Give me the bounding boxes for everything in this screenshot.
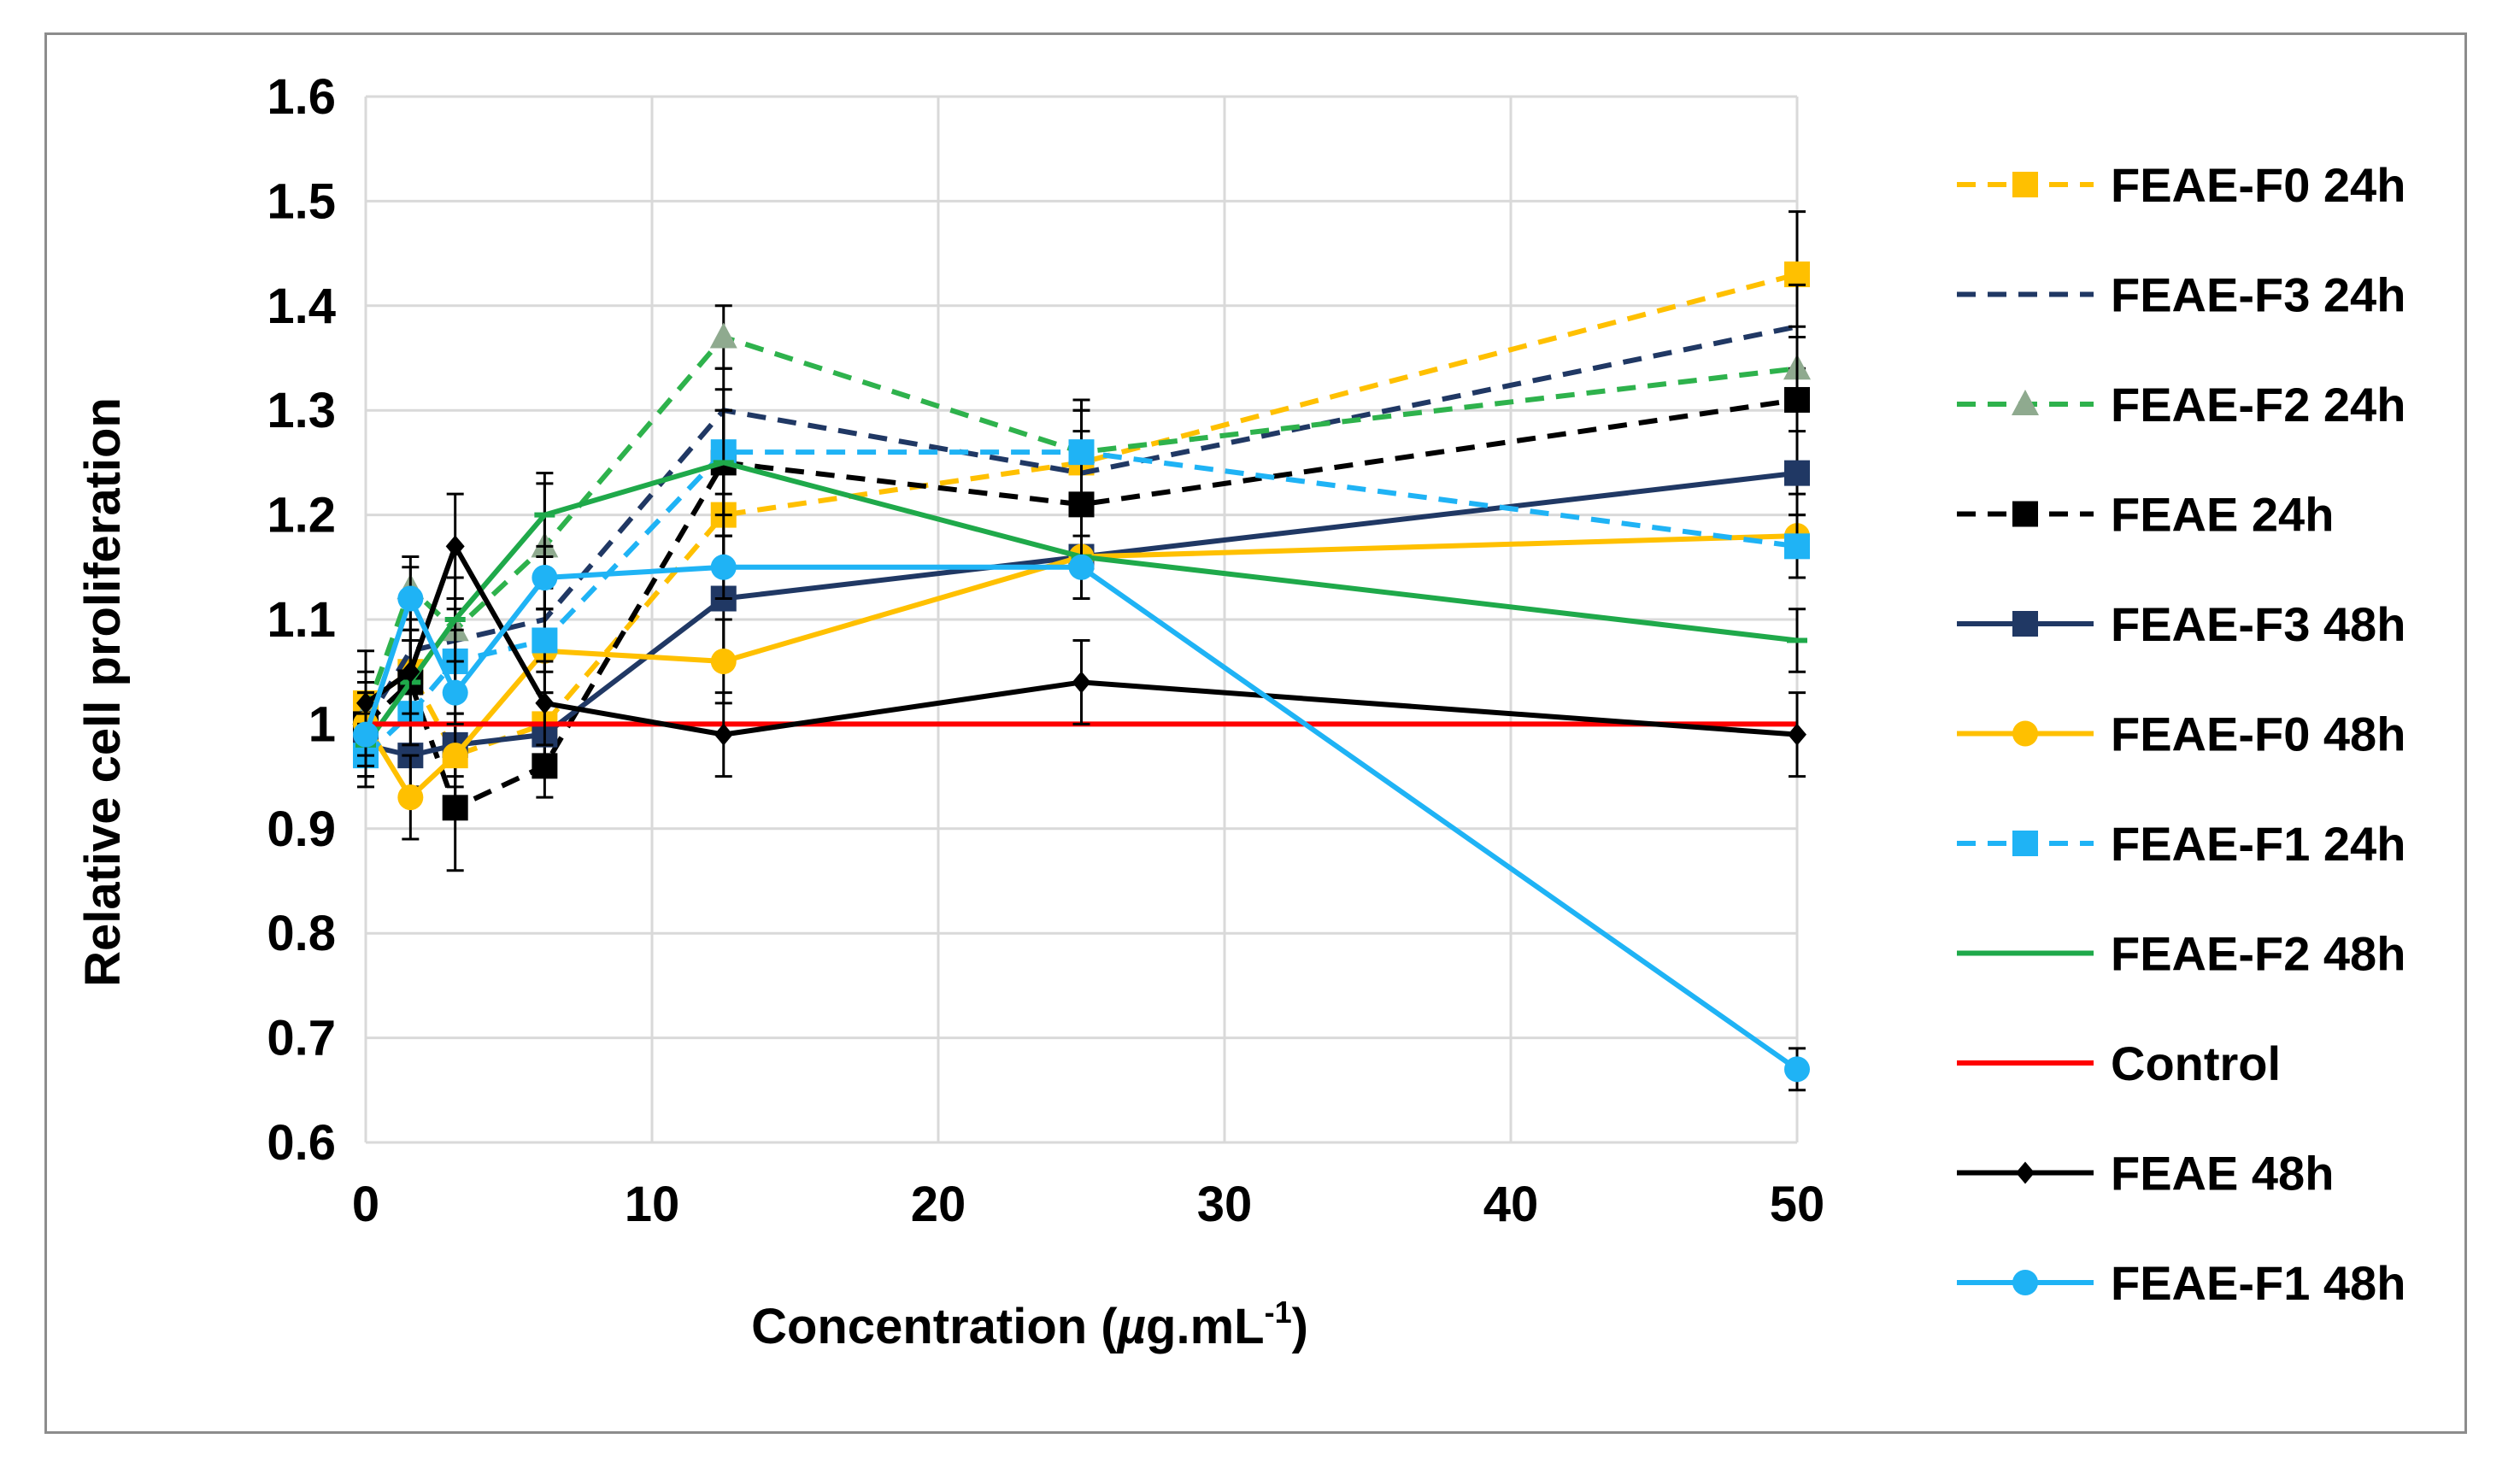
x-tick-label: 30 (1197, 1177, 1253, 1232)
legend-swatch-marker (2012, 390, 2039, 415)
data-point (714, 723, 733, 746)
legend-label: FEAE-F0 24h (2111, 158, 2405, 212)
legend-item: FEAE-F1 24h (1957, 817, 2405, 871)
legend-item: FEAE-F0 24h (1957, 158, 2405, 212)
data-point (1072, 671, 1091, 694)
data-point (1784, 533, 1810, 560)
legend-label: FEAE-F1 24h (2111, 817, 2405, 871)
x-tick-label: 50 (1770, 1177, 1825, 1232)
data-point (532, 565, 558, 591)
data-point (401, 661, 420, 684)
legend-swatch-marker (2012, 831, 2038, 856)
legend-swatch-marker (2015, 950, 2035, 956)
data-point (1787, 637, 1807, 643)
x-axis-label-unit: g.mL (1146, 1299, 1265, 1354)
data-point (397, 784, 424, 811)
data-point (397, 585, 424, 612)
x-tick-label: 10 (625, 1177, 680, 1232)
legend-label: FEAE-F3 24h (2111, 268, 2405, 322)
data-point (1068, 439, 1095, 466)
legend-item: Control (1957, 1036, 2281, 1090)
data-point (1788, 723, 1806, 746)
legend-label: FEAE-F0 48h (2111, 708, 2405, 761)
legend-item: FEAE-F0 48h (1957, 708, 2405, 761)
x-axis-label-close: ) (1292, 1299, 1308, 1354)
data-point (442, 743, 468, 769)
legend-item: FEAE-F2 48h (1957, 927, 2405, 981)
legend-swatch-marker (2012, 172, 2038, 197)
legend-label: FEAE 48h (2111, 1147, 2334, 1201)
y-tick-label: 1.4 (267, 279, 336, 334)
legend-swatch-marker (2016, 1161, 2035, 1184)
legend: FEAE-F0 24h FEAE-F3 24h FEAE-F2 24h FEAE 24… (1957, 158, 2405, 1310)
data-point (535, 691, 555, 714)
x-tick-label: 0 (352, 1177, 379, 1232)
data-point (442, 795, 468, 821)
legend-label: FEAE-F3 48h (2111, 597, 2405, 651)
y-axis-label: Relative cell proliferation (75, 397, 131, 987)
y-tick-label: 1.2 (267, 488, 336, 543)
y-tick-label: 0.7 (267, 1011, 336, 1066)
legend-swatch-marker (2012, 611, 2038, 637)
legend-label: FEAE-F2 48h (2111, 927, 2405, 981)
series-feae-48h (356, 492, 1806, 778)
grid-layer (364, 95, 1799, 1144)
y-tick-label: 0.6 (267, 1115, 336, 1171)
data-point (709, 322, 737, 349)
data-point (710, 554, 737, 580)
y-tick-label: 1.5 (267, 173, 336, 229)
data-point (713, 460, 734, 466)
x-axis-label-mu: µ (1116, 1299, 1146, 1354)
legend-label: FEAE-F2 24h (2111, 378, 2405, 432)
series-layer (352, 210, 1811, 1092)
y-tick-label: 1.6 (267, 69, 336, 125)
x-axis-label-sup: -1 (1265, 1295, 1292, 1330)
legend-item: FEAE-F3 24h (1957, 268, 2405, 322)
data-point (1068, 554, 1095, 580)
data-point (445, 535, 465, 558)
y-tick-labels: 0.6 0.7 0.8 0.9 1 1.1 1.2 1.3 1.4 1.5 1.6 (267, 69, 336, 1171)
x-tick-label: 40 (1483, 1177, 1539, 1232)
x-tick-labels: 0 10 20 30 40 50 (352, 1177, 1824, 1232)
x-axis-label: Concentration (µg.mL-1) (751, 1295, 1308, 1354)
legend-item: FEAE-F1 48h (1957, 1256, 2405, 1310)
legend-item: FEAE-F3 48h (1957, 597, 2405, 651)
legend-item: FEAE 48h (1957, 1147, 2334, 1201)
data-point (353, 721, 379, 748)
y-tick-label: 1.1 (267, 592, 336, 648)
legend-item: FEAE 24h (1957, 488, 2334, 542)
x-axis-label-text: Concentration ( (751, 1299, 1118, 1354)
data-point (532, 627, 558, 654)
legend-swatch-marker (2012, 720, 2038, 747)
legend-swatch-marker (2012, 501, 2038, 527)
data-point (1784, 1056, 1810, 1083)
data-point (710, 648, 737, 674)
data-point (1068, 491, 1095, 518)
legend-label: Control (2111, 1036, 2281, 1090)
y-tick-label: 1.3 (267, 383, 336, 438)
legend-item: FEAE-F2 24h (1957, 378, 2405, 432)
legend-label: FEAE 24h (2111, 488, 2334, 542)
data-point (534, 512, 555, 518)
y-tick-label: 1 (308, 696, 336, 752)
data-point (1784, 386, 1810, 413)
y-tick-label: 0.9 (267, 802, 336, 857)
x-tick-label: 20 (911, 1177, 966, 1232)
legend-swatch-marker (2012, 1270, 2038, 1295)
series-feae-f1-48h (353, 534, 1810, 1092)
data-point (442, 679, 468, 706)
y-tick-label: 0.8 (267, 906, 336, 961)
data-point (1784, 460, 1810, 486)
data-point (444, 617, 466, 622)
data-point (1784, 261, 1810, 288)
legend-label: FEAE-F1 48h (2111, 1256, 2405, 1310)
